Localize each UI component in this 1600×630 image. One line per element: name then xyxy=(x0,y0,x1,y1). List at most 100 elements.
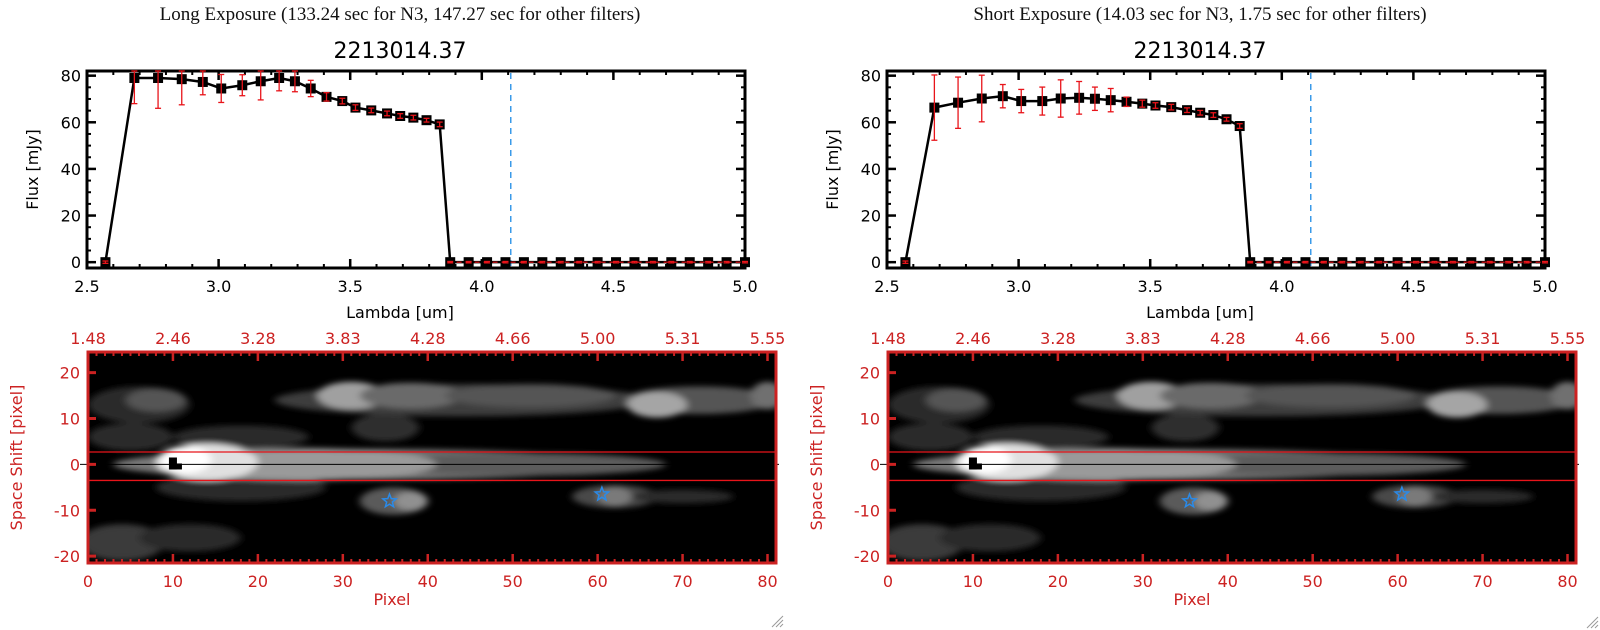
emission-blob xyxy=(172,425,309,449)
top-wavelength-tick-label: 3.83 xyxy=(1125,330,1161,348)
top-wavelength-tick-label: 5.55 xyxy=(750,330,786,348)
top-wavelength-tick-label: 2.46 xyxy=(155,330,191,348)
x-tick-label: 2.5 xyxy=(74,277,99,296)
y-tick-label: -10 xyxy=(54,501,80,520)
image-pixels xyxy=(88,352,776,563)
y-tick-label: 80 xyxy=(861,67,881,86)
x-tick-label: 70 xyxy=(1472,572,1492,591)
x-tick-label: 3.0 xyxy=(1006,277,1031,296)
y-tick-label: 80 xyxy=(61,67,81,86)
x-tick-label: 40 xyxy=(1218,572,1238,591)
emission-blob xyxy=(1550,381,1576,410)
spectrum-plot: 2213014.37 2.5 3.0 3.5 4.0 4.5 5.0 0 20 40 60 80 Lam… xyxy=(23,39,758,322)
emission-blob xyxy=(88,423,173,451)
x-tick-label: 30 xyxy=(333,572,353,591)
top-wavelength-tick-label: 4.28 xyxy=(410,330,446,348)
x-tick-label: 80 xyxy=(1557,572,1577,591)
saturated-peak xyxy=(974,463,982,470)
emission-blob xyxy=(393,491,428,511)
x-tick-label: 4.0 xyxy=(469,277,494,296)
long-exposure-panel: Long Exposure (133.24 sec for N3, 147.27… xyxy=(7,4,786,609)
top-wavelength-tick-label: 5.31 xyxy=(1465,330,1501,348)
x-tick-label: 3.0 xyxy=(206,277,231,296)
emission-blob xyxy=(926,388,986,412)
star-marker xyxy=(593,485,611,502)
y-tick-label: 20 xyxy=(61,207,81,226)
y-axis-label: Space Shift [pixel] xyxy=(7,385,26,531)
flux-line xyxy=(104,76,745,264)
y-tick-label: 40 xyxy=(61,160,81,179)
star-marker xyxy=(380,492,399,509)
x-axis-label: Lambda [um] xyxy=(346,303,454,322)
y-tick-label: 0 xyxy=(870,455,880,474)
panel-resize-grip[interactable] xyxy=(770,614,784,628)
emission-blob xyxy=(359,382,462,409)
top-wavelength-tick-label: 3.83 xyxy=(325,330,361,348)
image-frame xyxy=(886,350,1578,565)
top-wavelength-tick-label: 3.28 xyxy=(240,330,276,348)
saturated-peak xyxy=(168,457,177,470)
window-resize-grip[interactable] xyxy=(1585,615,1599,629)
x-tick-label: 60 xyxy=(1387,572,1407,591)
emission-blob xyxy=(1427,391,1487,418)
emission-blob xyxy=(1193,491,1228,511)
x-tick-label: 20 xyxy=(1048,572,1068,591)
top-wavelength-tick-label: 1.48 xyxy=(70,330,106,348)
x-tick-label: 10 xyxy=(963,572,983,591)
target-core xyxy=(960,445,1012,474)
emission-blob xyxy=(627,391,687,418)
x-tick-label: 4.0 xyxy=(1269,277,1294,296)
chart-title: 2213014.37 xyxy=(1134,39,1267,64)
x-tick-label: 80 xyxy=(757,572,777,591)
emission-blob xyxy=(138,523,241,552)
image-frame xyxy=(86,350,778,565)
image-blobs xyxy=(88,381,776,561)
emission-blob xyxy=(1431,489,1534,504)
emission-blob xyxy=(1151,413,1220,442)
y-tick-label: 0 xyxy=(71,253,81,272)
y-tick-label: 10 xyxy=(860,410,880,429)
spectral-image-plot: 0 1.48 10 2.46 20 3.28 30 3.83 40 4.28 50 4.66 60 5.0… xyxy=(807,330,1585,609)
x-tick-label: 40 xyxy=(418,572,438,591)
top-wavelength-tick-label: 5.00 xyxy=(580,330,616,348)
top-wavelength-tick-label: 4.28 xyxy=(1210,330,1246,348)
top-wavelength-tick-label: 4.66 xyxy=(1295,330,1331,348)
y-tick-label: -20 xyxy=(854,547,880,566)
x-tick-label: 0 xyxy=(883,572,893,591)
x-tick-label: 5.0 xyxy=(1532,277,1557,296)
top-wavelength-tick-label: 1.48 xyxy=(870,330,906,348)
x-tick-label: 60 xyxy=(587,572,607,591)
emission-blob xyxy=(750,381,776,410)
x-tick-label: 30 xyxy=(1133,572,1153,591)
x-tick-label: 4.5 xyxy=(601,277,626,296)
emission-blob xyxy=(126,388,186,412)
y-axis-label: Flux [mJy] xyxy=(823,129,842,210)
exposure-title: Long Exposure (133.24 sec for N3, 147.27… xyxy=(159,4,641,25)
top-wavelength-tick-label: 5.00 xyxy=(1380,330,1416,348)
target-core xyxy=(160,445,212,474)
short-exposure-panel: Short Exposure (14.03 sec for N3, 1.75 s… xyxy=(800,0,1600,630)
emission-blob xyxy=(631,489,734,504)
exposure-title: Short Exposure (14.03 sec for N3, 1.75 s… xyxy=(973,4,1427,25)
x-tick-label: 50 xyxy=(1303,572,1323,591)
emission-blob xyxy=(1159,382,1262,409)
x-tick-label: 0 xyxy=(83,572,93,591)
y-axis-label: Space Shift [pixel] xyxy=(807,385,826,531)
star-marker xyxy=(1180,492,1199,509)
x-tick-label: 2.5 xyxy=(874,277,899,296)
chart-title: 2213014.37 xyxy=(334,39,467,64)
x-tick-label: 70 xyxy=(672,572,692,591)
emission-blob xyxy=(444,384,615,408)
y-tick-label: -20 xyxy=(54,547,80,566)
x-tick-label: 4.5 xyxy=(1401,277,1426,296)
saturated-peak xyxy=(174,463,182,470)
y-tick-label: 60 xyxy=(861,113,881,132)
emission-blob xyxy=(888,423,973,451)
star-marker xyxy=(1393,485,1411,502)
x-tick-label: 10 xyxy=(163,572,183,591)
image-pixels xyxy=(888,352,1576,563)
emission-blob xyxy=(972,425,1109,449)
x-axis-label: Lambda [um] xyxy=(1146,303,1254,322)
top-wavelength-tick-label: 4.66 xyxy=(495,330,531,348)
plot-frame xyxy=(85,69,747,270)
